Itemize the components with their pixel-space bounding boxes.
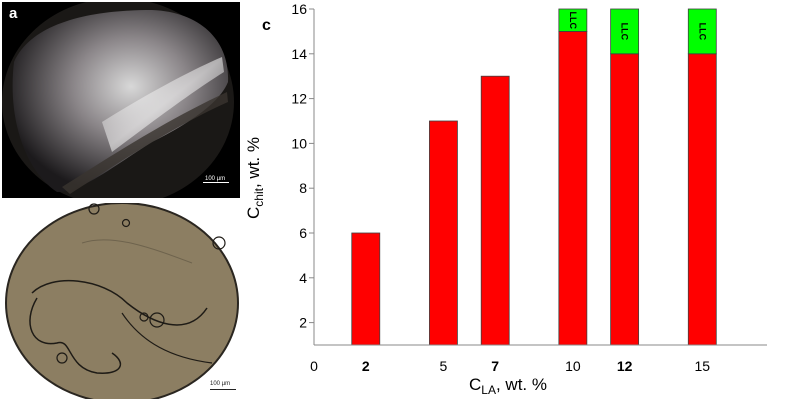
y-axis-title-sub: chit xyxy=(252,187,266,206)
y-tick-label: 10 xyxy=(291,135,307,151)
y-tick-label: 14 xyxy=(291,46,307,62)
y-tick-label: 8 xyxy=(299,180,307,196)
y-axis-title: Cchit, wt. % xyxy=(244,137,266,219)
x-axis-title-rest: , wt. % xyxy=(496,375,547,394)
bar-segment xyxy=(429,120,458,346)
y-tick-label: 16 xyxy=(291,1,307,17)
bar-segment xyxy=(610,53,640,346)
x-axis-ticks: 0 2 5 7 10 12 15 xyxy=(310,358,710,374)
bar-segment xyxy=(351,232,381,346)
bar-segment xyxy=(558,30,588,346)
y-tick-label: 4 xyxy=(299,270,307,286)
x-tick-label: 7 xyxy=(491,358,499,374)
x-tick-label: 12 xyxy=(617,358,633,374)
micrograph-b-image xyxy=(2,203,240,399)
x-tick-label: 15 xyxy=(694,358,710,374)
bar-segment-label: LLC xyxy=(697,23,707,41)
x-tick-label: 5 xyxy=(440,358,448,374)
bar-segment xyxy=(687,53,717,346)
plot-area: LLC LLC LLC xyxy=(351,8,717,346)
x-axis-title: CLA, wt. % xyxy=(469,375,547,397)
micrograph-b: b 100 µm xyxy=(2,203,240,399)
x-tick-label: 0 xyxy=(310,358,318,374)
scale-bar-b xyxy=(210,389,236,390)
x-axis-title-main: C xyxy=(469,375,481,394)
y-tick-label: 6 xyxy=(299,225,307,241)
micrograph-a-image xyxy=(2,2,240,198)
scale-bar-a-label: 100 µm xyxy=(205,176,226,182)
micrograph-a: a 100 µm xyxy=(2,2,240,198)
bar-segment-label: LLC xyxy=(568,11,578,29)
panel-a-label: a xyxy=(9,5,18,22)
y-axis-title-rest: , wt. % xyxy=(244,137,263,188)
panel-b-label: b xyxy=(10,225,20,242)
bar-segment xyxy=(480,75,510,346)
y-axis-title-main: C xyxy=(244,207,263,219)
y-tick-label: 2 xyxy=(299,315,307,331)
bar-segment xyxy=(687,8,717,55)
y-tick-label: 12 xyxy=(291,91,307,107)
x-axis-title-sub: LA xyxy=(481,383,496,397)
x-tick-label: 2 xyxy=(362,358,370,374)
panel-c-label: c xyxy=(262,17,271,34)
scale-bar-b-label: 100 µm xyxy=(210,381,231,387)
scale-bar-a xyxy=(203,182,229,183)
bar-segment xyxy=(610,8,640,55)
bar-segment xyxy=(558,8,588,32)
y-axis-ticks: 2 4 6 8 10 12 14 16 xyxy=(291,1,314,331)
x-tick-label: 10 xyxy=(565,358,581,374)
bar-segment-label: LLC xyxy=(620,23,630,41)
